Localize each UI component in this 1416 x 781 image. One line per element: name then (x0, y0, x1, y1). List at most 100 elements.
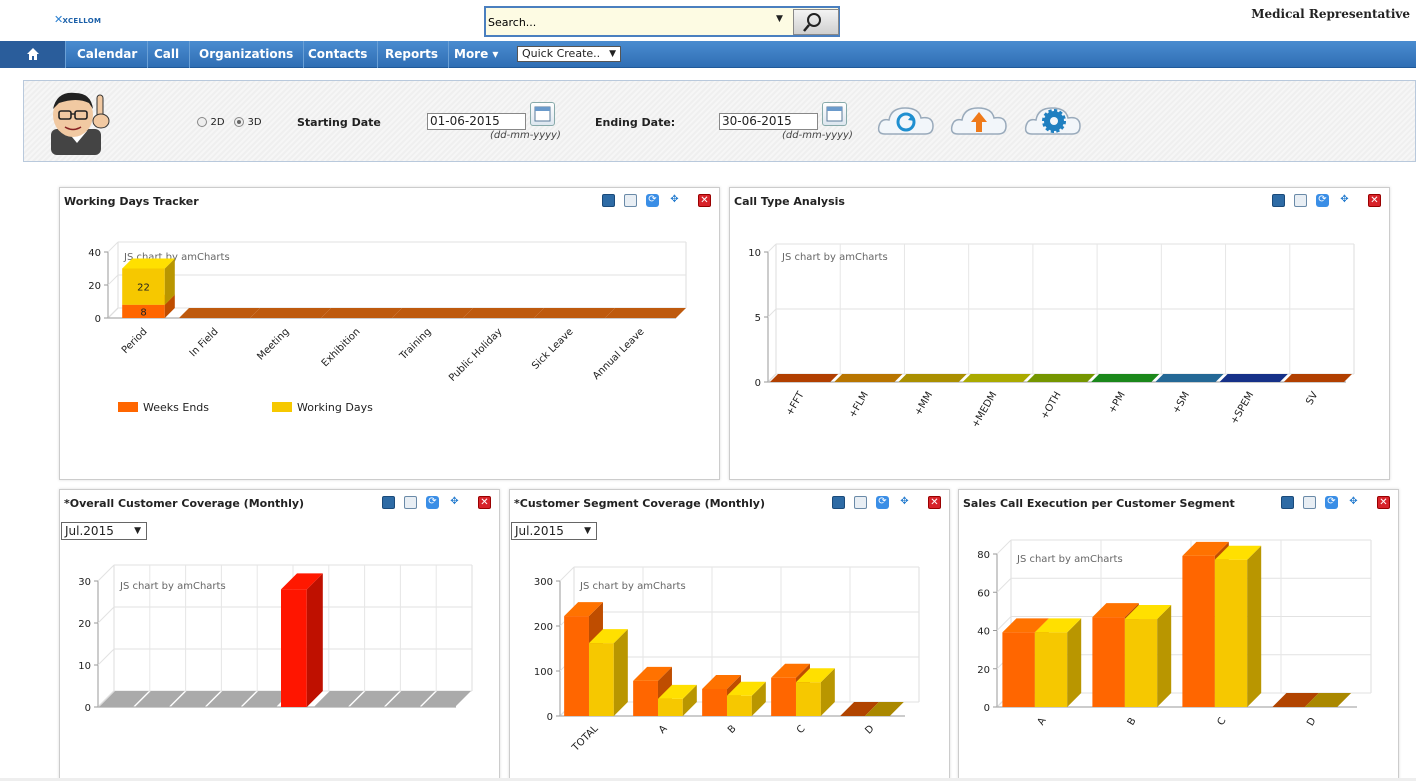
x-tick-label: +SM (1171, 390, 1192, 416)
month-select[interactable]: Jul.2015 ▼ (61, 522, 147, 540)
y-tick-label: 0 (95, 314, 101, 325)
close-icon[interactable]: ✕ (478, 496, 491, 509)
mode-3d-label: 3D (247, 117, 262, 128)
mode-2d-radio[interactable]: 2D (197, 115, 225, 128)
close-icon[interactable]: ✕ (1377, 496, 1390, 509)
nav-contacts[interactable]: Contacts (298, 41, 379, 68)
bar (962, 374, 1031, 382)
bar (795, 682, 821, 716)
starting-date-input[interactable]: 01-06-2015 (427, 113, 526, 130)
reload-icon[interactable]: ⟳ (1316, 194, 1329, 207)
nav-calendar[interactable]: Calendar (67, 41, 149, 68)
radio-icon (197, 117, 207, 127)
reload-icon[interactable]: ⟳ (646, 194, 659, 207)
quick-create-select[interactable]: Quick Create.. ▼ (517, 46, 621, 62)
reload-icon[interactable]: ⟳ (1325, 496, 1338, 509)
search-button[interactable] (793, 9, 839, 35)
logo[interactable]: ✕XCELLOM (54, 13, 101, 26)
reload-icon[interactable]: ⟳ (876, 496, 889, 509)
export-image-icon[interactable] (1272, 194, 1285, 207)
ending-date-label: Ending Date: (595, 116, 676, 129)
panel-title: *Overall Customer Coverage (Monthly) (64, 497, 305, 510)
move-icon[interactable]: ✥ (1349, 496, 1358, 507)
logo-text: XCELLOM (62, 17, 102, 25)
working-days-chart: 0 20 40 JS chart by amCharts 8 22 Period In Fie… (88, 241, 687, 414)
x-tick-label: A (657, 723, 670, 736)
gridline-side (97, 690, 115, 708)
y-tick-label: 0 (755, 378, 761, 389)
move-icon[interactable]: ✥ (450, 496, 459, 507)
x-tick-label: Exhibition (320, 326, 363, 369)
bar (122, 304, 165, 318)
x-tick-label: +MM (913, 390, 935, 418)
bar (1026, 374, 1096, 382)
user-role[interactable]: Medical Representative (1251, 7, 1410, 21)
mode-3d-radio[interactable]: 3D (234, 115, 262, 128)
bar (1214, 559, 1248, 707)
header: ✕XCELLOM ▼ Medical Representative (0, 0, 1416, 41)
export-image-icon[interactable] (1281, 496, 1294, 509)
bar-side (1067, 618, 1082, 707)
bar-top (633, 666, 672, 681)
refresh-button[interactable] (877, 102, 935, 140)
bar (1304, 693, 1352, 707)
ending-calendar-button[interactable] (822, 102, 847, 126)
export-image-icon[interactable] (602, 194, 615, 207)
bar (250, 308, 331, 318)
settings-button[interactable] (1024, 102, 1082, 140)
bar (840, 702, 879, 716)
bar (898, 374, 967, 382)
starting-calendar-button[interactable] (530, 102, 555, 126)
export-data-icon[interactable] (1303, 496, 1316, 509)
filter-bar: 2D 3D Starting Date 01-06-2015 (dd-mm-yy… (23, 80, 1416, 162)
bar-top (588, 629, 628, 644)
bar-top (1002, 618, 1049, 633)
nav-more[interactable]: More ▾ (454, 47, 499, 61)
month-value: Jul.2015 (515, 524, 564, 538)
bar (534, 308, 615, 318)
bar (1272, 693, 1319, 707)
move-icon[interactable]: ✥ (900, 496, 909, 507)
export-image-icon[interactable] (382, 496, 395, 509)
bar (771, 677, 796, 716)
month-select[interactable]: Jul.2015 ▼ (511, 522, 597, 540)
export-data-icon[interactable] (404, 496, 417, 509)
close-icon[interactable]: ✕ (1368, 194, 1381, 207)
search-input[interactable] (488, 12, 768, 32)
bar-side (164, 294, 175, 318)
export-data-icon[interactable] (854, 496, 867, 509)
export-data-icon[interactable] (624, 194, 637, 207)
gridline-side (996, 577, 1012, 593)
nav-organizations[interactable]: Organizations (189, 41, 305, 68)
move-icon[interactable]: ✥ (670, 194, 679, 205)
search-dropdown-icon[interactable]: ▼ (776, 14, 783, 24)
x-tick-label: C (1216, 716, 1229, 728)
x-tick-label: +FLM (847, 390, 871, 420)
gridline-side (97, 564, 115, 582)
bar-top (726, 681, 766, 696)
home-button[interactable] (0, 41, 66, 68)
home-icon (26, 48, 39, 60)
close-icon[interactable]: ✕ (698, 194, 711, 207)
nav-reports[interactable]: Reports (375, 41, 450, 68)
bar-top (1182, 541, 1229, 556)
y-tick-label: 0 (547, 712, 553, 723)
nav-call[interactable]: Call (144, 41, 191, 68)
bar (122, 268, 165, 305)
y-tick-label: 300 (534, 577, 553, 588)
ending-date-input[interactable]: 30-06-2015 (719, 113, 818, 130)
export-image-icon[interactable] (832, 496, 845, 509)
bar (313, 691, 364, 707)
bar (657, 698, 683, 716)
bar (702, 689, 727, 716)
reload-icon[interactable]: ⟳ (426, 496, 439, 509)
call-type-panel: Call Type Analysis ⟳ ✥ ✕ 0 5 10 JS chart by a… (729, 187, 1390, 480)
upload-button[interactable] (950, 102, 1008, 140)
x-tick-label: +MEDM (970, 390, 999, 430)
move-icon[interactable]: ✥ (1340, 194, 1349, 205)
mode-2d-label: 2D (210, 117, 225, 128)
bar (134, 691, 185, 707)
close-icon[interactable]: ✕ (928, 496, 941, 509)
export-data-icon[interactable] (1294, 194, 1307, 207)
bar (726, 695, 752, 716)
